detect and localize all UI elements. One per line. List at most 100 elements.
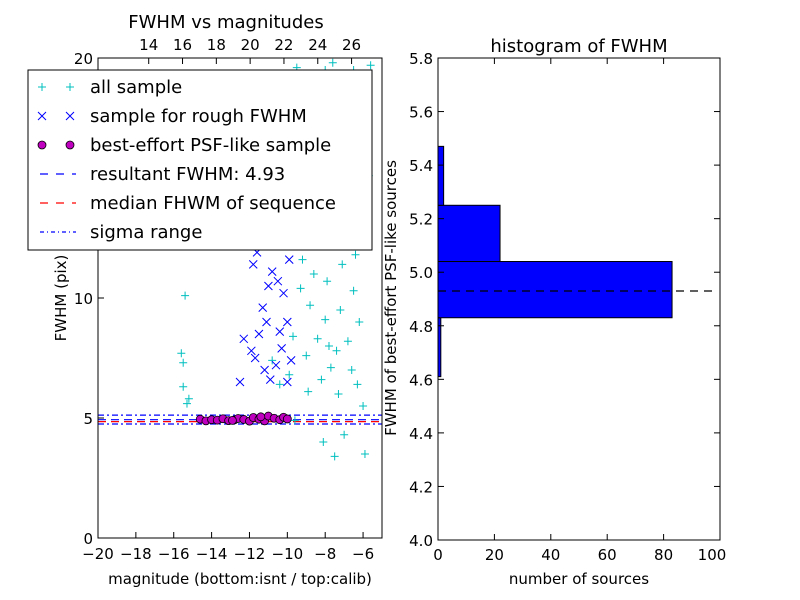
point-0-39 bbox=[289, 332, 298, 341]
point-0-30 bbox=[290, 416, 299, 425]
point-1-0 bbox=[235, 377, 245, 387]
point-1-14 bbox=[271, 360, 281, 370]
hist-bar-1 bbox=[437, 261, 673, 319]
left-top-xtick-label-6: 26 bbox=[342, 36, 361, 54]
legend-marker-1b bbox=[65, 111, 75, 121]
right-xtick-label-4: 80 bbox=[654, 546, 673, 564]
point-0-10 bbox=[328, 58, 337, 67]
point-0-2 bbox=[181, 291, 190, 300]
legend: all sample sample for rough FWHM best-ef… bbox=[27, 69, 373, 251]
point-1-12 bbox=[282, 317, 292, 327]
point-0-6 bbox=[366, 61, 375, 70]
right-xtick-label-0: 0 bbox=[433, 546, 443, 564]
point-0-54 bbox=[351, 250, 360, 259]
point-0-53 bbox=[355, 318, 364, 326]
point-0-49 bbox=[324, 342, 333, 350]
point-0-48 bbox=[321, 315, 330, 324]
point-1-18 bbox=[282, 377, 292, 387]
left-xtick-label-5: −10 bbox=[272, 545, 304, 563]
point-0-47 bbox=[296, 284, 305, 293]
point-1-21 bbox=[239, 334, 249, 344]
point-1-16 bbox=[250, 353, 260, 363]
right-panel: histogram of FWHM number of sources FWHM… bbox=[382, 36, 726, 588]
left-panel: FWHM vs magnitudes magnitude (bottom:isn… bbox=[27, 12, 383, 588]
legend-label-all-sample: all sample bbox=[90, 77, 182, 98]
left-xtick-label-4: −12 bbox=[234, 545, 266, 563]
right-ytick-label-8: 5.6 bbox=[409, 104, 433, 122]
point-0-32 bbox=[313, 334, 322, 343]
right-x-axis-label: number of sources bbox=[509, 570, 649, 588]
point-0-41 bbox=[268, 356, 277, 365]
point-0-4 bbox=[184, 394, 193, 403]
point-0-24 bbox=[343, 337, 352, 346]
point-0-25 bbox=[353, 380, 362, 389]
left-x-axis-label: magnitude (bottom:isnt / top:calib) bbox=[108, 570, 372, 588]
point-0-26 bbox=[359, 402, 368, 410]
point-1-7 bbox=[264, 281, 273, 291]
point-0-28 bbox=[330, 452, 339, 461]
left-top-xtick-label-2: 18 bbox=[207, 36, 226, 54]
right-ytick-label-2: 4.4 bbox=[409, 425, 433, 443]
point-0-8 bbox=[360, 450, 369, 458]
point-1-23 bbox=[284, 255, 294, 264]
point-0-37 bbox=[334, 390, 343, 398]
point-1-13 bbox=[277, 344, 287, 353]
hist-bar-2 bbox=[437, 204, 501, 263]
point-0-29 bbox=[319, 438, 328, 446]
right-y-axis-label: FWHM of best-effort PSF-like sources bbox=[382, 160, 400, 436]
point-0-0 bbox=[177, 349, 186, 358]
point-0-35 bbox=[326, 363, 335, 372]
right-xtick-label-1: 20 bbox=[485, 546, 504, 564]
right-ytick-label-5: 5.0 bbox=[409, 264, 433, 282]
legend-label-resultant-fwhm: resultant FWHM: 4.93 bbox=[90, 164, 285, 185]
right-xtick-label-5: 100 bbox=[698, 546, 727, 564]
series-2 bbox=[195, 411, 292, 426]
right-ytick-label-0: 4.0 bbox=[409, 532, 433, 550]
legend-marker-2a bbox=[37, 140, 47, 150]
legend-marker-0a bbox=[38, 83, 46, 91]
left-chart-title: FWHM vs magnitudes bbox=[128, 12, 323, 33]
point-0-51 bbox=[304, 387, 313, 396]
right-xtick-label-3: 60 bbox=[598, 546, 617, 564]
left-top-xtick-label-0: 14 bbox=[139, 36, 158, 54]
left-axes: −20−18−16−14−12−10−8−6051015201416182022… bbox=[74, 36, 374, 563]
legend-label-rough-sample: sample for rough FWHM bbox=[90, 106, 307, 127]
point-1-4 bbox=[267, 267, 277, 276]
right-ytick-label-7: 5.4 bbox=[409, 157, 433, 175]
right-axes: 0 20 40 60 80 100 4.0 4.2 4.4 4.6 4.8 5.0 5.2 5.4 5.6 5… bbox=[409, 50, 726, 564]
point-0-33 bbox=[306, 301, 315, 310]
legend-marker-2b bbox=[65, 140, 75, 150]
point-2-19 bbox=[228, 415, 237, 425]
point-0-52 bbox=[285, 370, 294, 379]
left-ytick-label-0: 0 bbox=[83, 530, 93, 548]
point-0-43 bbox=[338, 260, 347, 269]
point-1-19 bbox=[286, 356, 296, 365]
right-ytick-label-9: 5.8 bbox=[409, 50, 433, 68]
legend-box bbox=[27, 69, 373, 251]
point-0-3 bbox=[182, 399, 191, 408]
legend-label-median-fwhm: median FHWM of sequence bbox=[90, 193, 336, 214]
left-ytick-label-4: 20 bbox=[74, 50, 93, 68]
left-xtick-label-7: −6 bbox=[352, 545, 374, 563]
point-0-36 bbox=[347, 366, 356, 374]
point-0-34 bbox=[302, 351, 311, 360]
left-top-xtick-label-5: 24 bbox=[308, 36, 327, 54]
point-0-23 bbox=[336, 306, 345, 314]
point-1-3 bbox=[258, 303, 268, 312]
legend-marker-0b bbox=[66, 83, 74, 91]
point-1-2 bbox=[262, 317, 271, 327]
right-ytick-label-6: 5.2 bbox=[409, 211, 433, 229]
point-0-38 bbox=[317, 375, 326, 384]
point-0-5 bbox=[179, 358, 188, 367]
right-ytick-label-4: 4.8 bbox=[409, 318, 433, 336]
point-2-18 bbox=[256, 412, 266, 422]
left-xtick-label-3: −14 bbox=[196, 545, 228, 563]
left-xtick-label-0: −20 bbox=[82, 545, 114, 563]
right-xtick-label-2: 40 bbox=[541, 546, 560, 564]
left-y-axis-label: FWHM (pix) bbox=[52, 255, 70, 342]
point-0-50 bbox=[332, 346, 341, 355]
point-0-27 bbox=[340, 430, 349, 439]
left-xtick-label-2: −16 bbox=[158, 545, 190, 563]
point-1-6 bbox=[279, 288, 288, 298]
